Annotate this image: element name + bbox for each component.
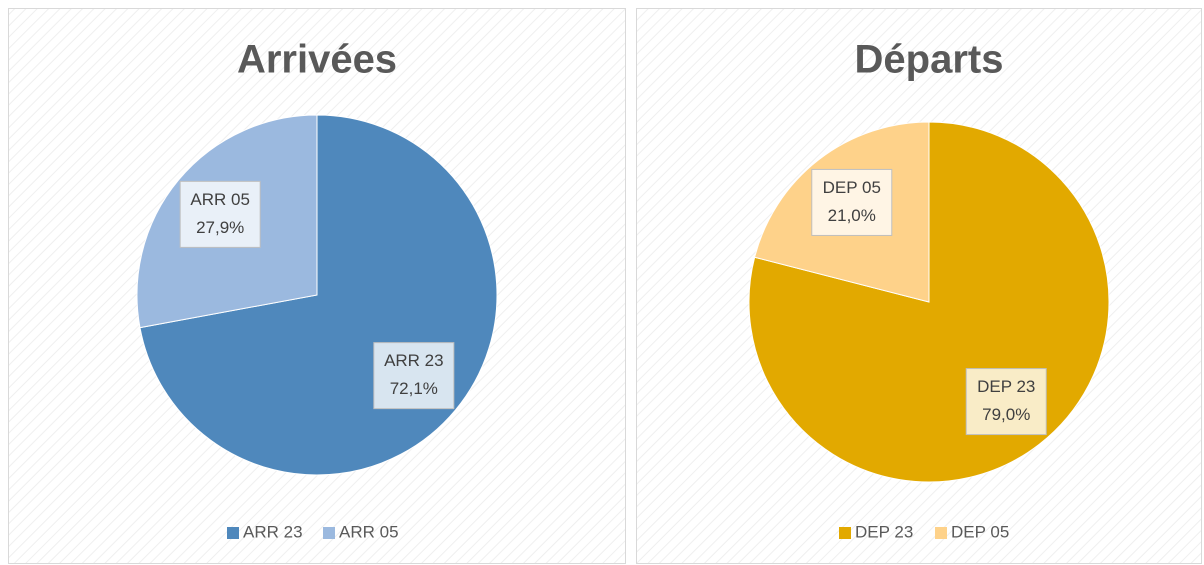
data-label-box	[179, 180, 261, 248]
data-label-box	[373, 342, 455, 410]
legend-swatch	[935, 527, 947, 539]
legend-swatch	[227, 527, 239, 539]
legend-swatch	[839, 527, 851, 539]
data-label-value: 21,0%	[828, 206, 876, 225]
data-label-value: 27,9%	[196, 218, 244, 237]
legend-label: ARR 23	[243, 522, 303, 541]
chart-title: Arrivées	[237, 38, 397, 82]
legend-swatch	[323, 527, 335, 539]
data-label-box	[811, 168, 893, 236]
data-label-name: ARR 23	[384, 351, 444, 370]
data-label-name: DEP 05	[823, 178, 881, 197]
data-label-box	[965, 368, 1047, 436]
legend-label: DEP 23	[855, 522, 913, 541]
data-label-value: 79,0%	[982, 405, 1030, 424]
legend-label: ARR 05	[339, 522, 399, 541]
chart-title: Départs	[855, 38, 1004, 82]
legend-label: DEP 05	[951, 522, 1009, 541]
data-label-value: 72,1%	[390, 379, 438, 398]
data-label-name: ARR 05	[190, 190, 250, 209]
data-label-name: DEP 23	[977, 377, 1035, 396]
